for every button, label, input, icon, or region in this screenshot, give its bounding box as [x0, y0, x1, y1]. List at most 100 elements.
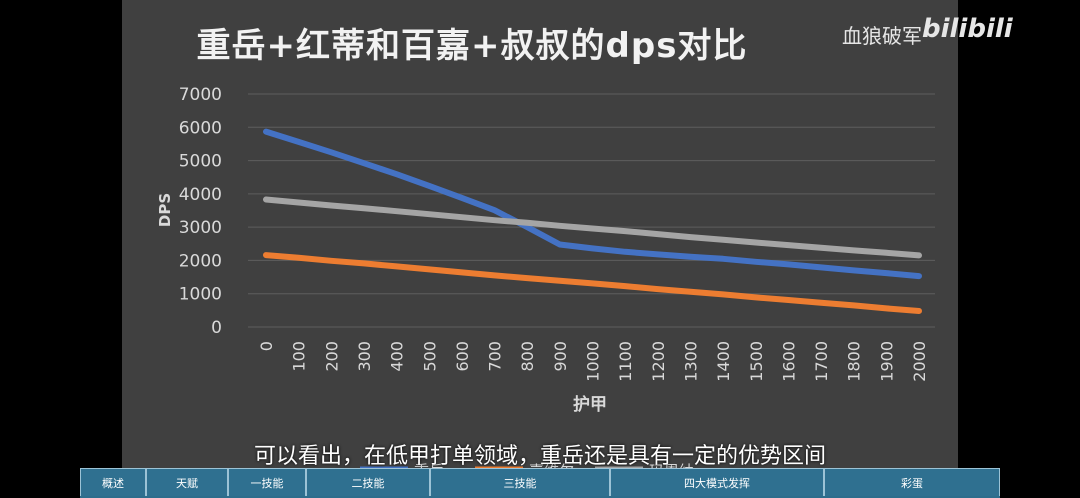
y-tick-label: 3000: [179, 218, 222, 238]
series-1-point: [525, 276, 529, 280]
series-2-point: [884, 251, 888, 255]
nav-tab-skill1[interactable]: 一技能: [228, 468, 306, 496]
x-tick-label: 600: [453, 341, 472, 372]
series-0-point: [786, 262, 790, 266]
series-2-point: [623, 229, 627, 233]
x-tick-label: 900: [551, 341, 570, 372]
series-2-point: [329, 204, 333, 208]
series-1-point: [819, 301, 823, 305]
x-tick-label: 300: [355, 341, 374, 372]
series-2-point: [493, 218, 497, 222]
series-0-point: [362, 161, 366, 165]
series-2-point: [362, 206, 366, 210]
chapter-nav: 概述 天赋 一技能 二技能 三技能 四大模式发挥 彩蛋: [80, 468, 1000, 498]
x-tick-label: 1700: [812, 341, 831, 382]
series-2-point: [917, 253, 921, 257]
series-0-point: [917, 274, 921, 278]
series-0-point: [688, 255, 692, 259]
series-1-point: [329, 259, 333, 263]
y-tick-label: 4000: [179, 185, 222, 205]
series-2-point: [852, 248, 856, 252]
series-0-point: [427, 184, 431, 188]
x-tick-label: 500: [420, 341, 439, 372]
series-line-0: [263, 128, 922, 280]
x-axis-title: 护甲: [573, 394, 607, 415]
x-tick-label: 200: [322, 341, 341, 372]
series-2-point: [460, 215, 464, 219]
series-1-point: [754, 295, 758, 299]
nav-tab-easter-egg[interactable]: 彩蛋: [824, 468, 1000, 496]
series-0-point: [721, 257, 725, 261]
series-1-point: [721, 292, 725, 296]
series-1-point: [362, 261, 366, 265]
series-0-point: [525, 225, 529, 229]
series-2-point: [754, 240, 758, 244]
series-2-point: [427, 212, 431, 216]
series-1-point: [493, 273, 497, 277]
series-0-point: [656, 252, 660, 256]
series-0-point: [493, 208, 497, 212]
nav-tab-modes[interactable]: 四大模式发挥: [610, 468, 824, 496]
x-tick-label: 400: [388, 341, 407, 372]
series-2-point: [297, 201, 301, 205]
series-1-point: [688, 290, 692, 294]
x-tick-label: 1500: [747, 341, 766, 382]
series-1-point: [623, 284, 627, 288]
nav-tab-skill3[interactable]: 三技能: [430, 468, 610, 496]
x-tick-label: 2000: [910, 341, 929, 382]
y-tick-label: 6000: [179, 118, 222, 138]
x-tick-label: 1000: [584, 341, 603, 382]
x-tick-label: 1100: [616, 341, 635, 382]
series-0-point: [754, 260, 758, 264]
series-1-point: [297, 256, 301, 260]
x-tick-label: 1800: [845, 341, 864, 382]
series-2-point: [721, 238, 725, 242]
nav-tab-overview[interactable]: 概述: [80, 468, 146, 496]
bilibili-logo: bilibili: [922, 14, 1013, 44]
series-2-point: [591, 226, 594, 230]
series-1-point: [427, 267, 431, 271]
series-0-point: [395, 172, 399, 176]
y-axis-title: DPS: [156, 193, 174, 227]
series-1-point: [786, 298, 790, 302]
series-0-point: [623, 250, 627, 254]
series-2-point: [786, 243, 790, 247]
series-1-point: [591, 281, 594, 285]
series-1-point: [852, 303, 856, 307]
x-tick-label: 1900: [877, 341, 896, 382]
x-tick-label: 1200: [649, 341, 668, 382]
series-2-point: [558, 224, 562, 228]
series-1-point: [656, 287, 660, 291]
series-2-point: [264, 198, 268, 202]
y-tick-label: 2000: [179, 251, 222, 271]
y-tick-label: 5000: [179, 152, 222, 172]
x-tick-label: 0: [257, 341, 276, 351]
x-tick-label: 700: [486, 341, 505, 372]
series-0-point: [819, 265, 823, 269]
y-tick-label: 7000: [179, 85, 222, 105]
watermark-text: 血狼破军: [842, 24, 922, 48]
series-1-point: [395, 264, 399, 268]
series-2-point: [656, 232, 660, 236]
series-0-point: [558, 242, 562, 246]
x-tick-label: 1600: [779, 341, 798, 382]
nav-tab-talent[interactable]: 天赋: [146, 468, 228, 496]
series-2-point: [688, 235, 692, 239]
series-2-point: [525, 221, 529, 225]
y-tick-label: 0: [211, 318, 222, 338]
x-tick-label: 100: [290, 341, 309, 372]
series-0-point: [852, 268, 856, 272]
chart-title: 重岳+红蒂和百嘉+叔叔的dps对比: [196, 26, 748, 66]
x-tick-label: 1300: [681, 341, 700, 382]
series-1-point: [264, 253, 268, 257]
series-1-point: [460, 270, 464, 274]
x-tick-label: 800: [518, 341, 537, 372]
series-0-point: [264, 130, 268, 134]
nav-tab-skill2[interactable]: 二技能: [306, 468, 430, 496]
x-tick-label: 1400: [714, 341, 733, 382]
series-0-point: [329, 150, 333, 154]
series-0-point: [591, 246, 594, 250]
series-1-point: [917, 309, 921, 313]
series-1-point: [884, 306, 888, 310]
